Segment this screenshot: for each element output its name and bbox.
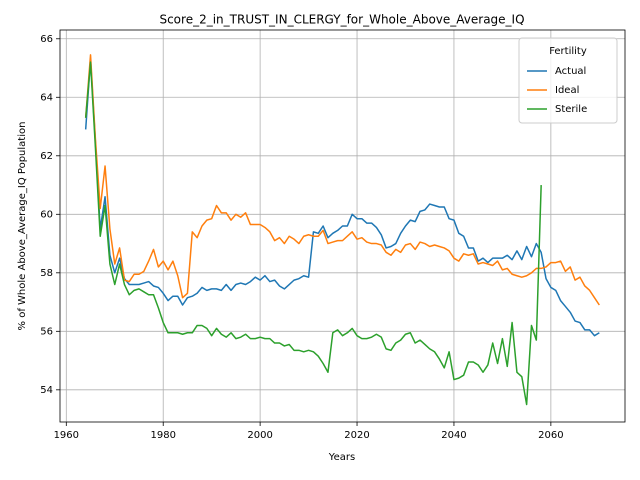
x-tick-label: 2040 — [441, 430, 466, 441]
x-tick-label: 2000 — [247, 430, 272, 441]
x-tick-label: 1960 — [54, 430, 79, 441]
x-axis-label: Years — [328, 452, 355, 463]
y-tick-label: 62 — [40, 151, 53, 162]
line-series — [84, 61, 542, 406]
x-tick-label: 1980 — [150, 430, 175, 441]
legend-label: Sterile — [555, 104, 587, 115]
y-tick-label: 64 — [40, 92, 53, 103]
y-tick-label: 54 — [40, 385, 53, 396]
y-tick-label: 56 — [40, 326, 53, 337]
legend: Fertility Actual Ideal Sterile — [518, 37, 618, 124]
legend-label: Ideal — [555, 85, 579, 96]
chart-title: Score_2_in_TRUST_IN_CLERGY_for_Whole_Abo… — [159, 13, 524, 27]
y-axis-label: % of Whole Above_Average_IQ Population — [17, 122, 28, 331]
legend-box — [518, 37, 618, 124]
y-tick-label: 58 — [40, 268, 53, 279]
legend-title: Fertility — [549, 46, 587, 57]
x-tick-label: 2060 — [538, 430, 563, 441]
y-tick-label: 66 — [40, 34, 53, 45]
plot-frame — [59, 29, 626, 423]
line-series — [84, 58, 600, 337]
legend-label: Actual — [555, 66, 586, 77]
x-tick-label: 2020 — [344, 430, 369, 441]
line-series — [84, 54, 600, 306]
y-tick-label: 60 — [40, 209, 53, 220]
